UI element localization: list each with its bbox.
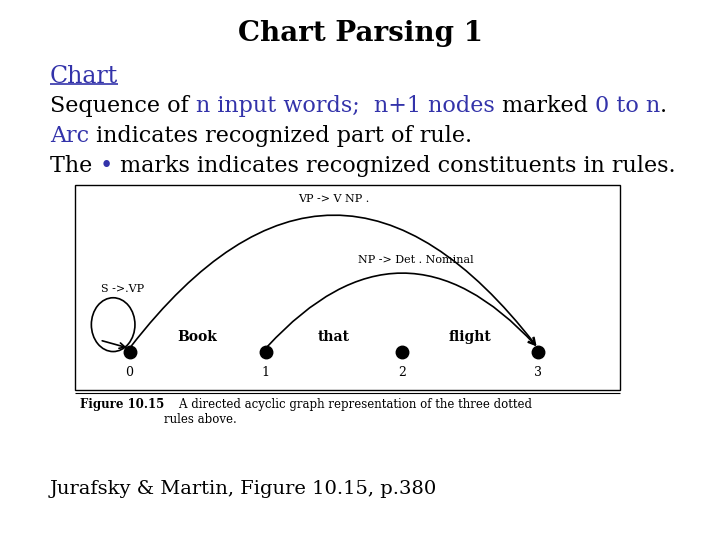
Text: Figure 10.15: Figure 10.15: [80, 398, 164, 411]
Text: Book: Book: [178, 330, 217, 344]
Text: flight: flight: [449, 330, 492, 344]
Text: S ->.VP: S ->.VP: [101, 284, 144, 294]
Text: 3: 3: [534, 366, 542, 379]
FancyArrowPatch shape: [131, 215, 536, 346]
Text: Sequence of: Sequence of: [50, 95, 196, 117]
Text: 0 to n: 0 to n: [595, 95, 660, 117]
Text: 1: 1: [262, 366, 270, 379]
Text: •: •: [99, 155, 112, 177]
FancyArrowPatch shape: [268, 273, 535, 346]
Text: VP -> V NP .: VP -> V NP .: [298, 194, 369, 204]
Text: .: .: [660, 95, 667, 117]
Text: Jurafsky & Martin, Figure 10.15, p.380: Jurafsky & Martin, Figure 10.15, p.380: [50, 480, 437, 498]
Text: A directed acyclic graph representation of the three dotted
rules above.: A directed acyclic graph representation …: [164, 398, 532, 426]
Text: 0: 0: [125, 366, 133, 379]
Text: NP -> Det . Nominal: NP -> Det . Nominal: [358, 255, 474, 265]
Text: marks indicates recognized constituents in rules.: marks indicates recognized constituents …: [112, 155, 675, 177]
Text: indicates recognized part of rule.: indicates recognized part of rule.: [89, 125, 472, 147]
Text: The: The: [50, 155, 99, 177]
Text: marked: marked: [495, 95, 595, 117]
Text: n input words;  n+1 nodes: n input words; n+1 nodes: [196, 95, 495, 117]
Bar: [75, 185, 620, 390]
Text: Chart Parsing 1: Chart Parsing 1: [238, 20, 482, 47]
Text: 2: 2: [398, 366, 406, 379]
Text: Arc: Arc: [50, 125, 89, 147]
Text: that: that: [318, 330, 350, 344]
Text: Chart: Chart: [50, 65, 118, 88]
